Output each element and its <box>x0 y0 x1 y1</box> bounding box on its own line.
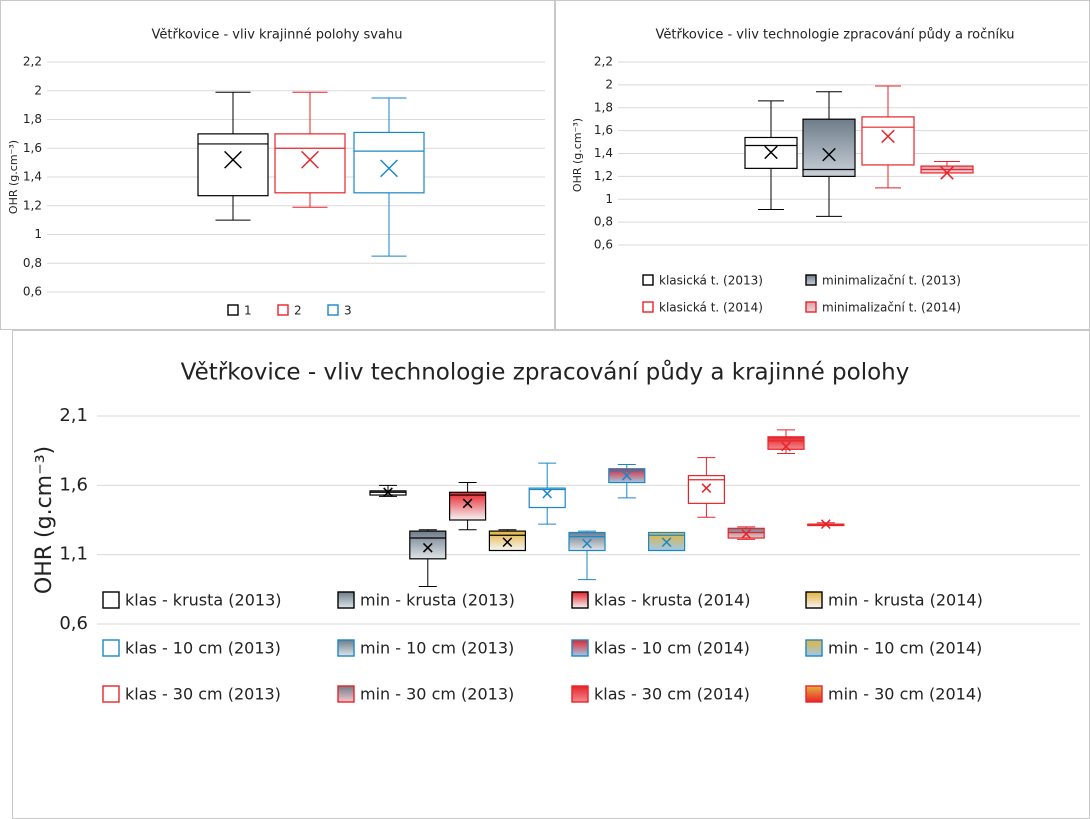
panel-frame <box>0 0 555 330</box>
y-tick-label: 1,4 <box>594 146 613 160</box>
box <box>409 530 447 560</box>
mean-marker <box>621 470 632 481</box>
legend-marker <box>571 685 589 703</box>
legend-label: klas - krusta (2013) <box>125 591 281 610</box>
y-tick-label: 0,8 <box>23 256 42 270</box>
y-tick-label: 2,2 <box>23 55 42 69</box>
legend-label: minimalizační t. (2014) <box>822 301 961 315</box>
chart-title: Větřkovice - vliv technologie zpracování… <box>656 28 1015 43</box>
legend-marker <box>327 304 339 316</box>
legend-label: 2 <box>294 304 302 318</box>
y-tick-label: 0,8 <box>594 215 613 229</box>
y-axis-label: OHR (g.cm⁻³) <box>571 118 584 192</box>
legend-label: klas - krusta (2014) <box>594 591 750 610</box>
legend-label: klasická t. (2013) <box>659 274 763 288</box>
legend-marker <box>571 591 589 609</box>
legend-label: klas - 10 cm (2014) <box>594 639 750 658</box>
y-tick-label: 2,1 <box>59 405 88 426</box>
legend-marker <box>102 591 120 609</box>
y-tick-label: 1 <box>605 192 613 206</box>
mean-marker <box>301 150 319 169</box>
legend-marker <box>337 685 355 703</box>
mean-marker <box>462 498 473 509</box>
y-tick-label: 0,6 <box>594 238 613 252</box>
legend-marker <box>805 301 817 313</box>
legend-marker <box>277 304 289 316</box>
legend-label: 3 <box>344 304 352 318</box>
mean-marker <box>224 150 242 169</box>
legend-marker <box>642 301 654 313</box>
mean-marker <box>822 147 836 162</box>
legend-marker <box>337 639 355 657</box>
mean-marker <box>383 487 393 498</box>
y-tick-label: 1,6 <box>594 123 613 137</box>
mean-marker <box>502 537 513 548</box>
y-axis-label: OHR (g.cm⁻³) <box>32 446 57 594</box>
mean-marker <box>940 166 954 180</box>
box <box>802 118 856 177</box>
mean-marker <box>781 441 791 452</box>
legend-label: min - krusta (2014) <box>828 591 983 610</box>
chart-title: Větřkovice - vliv technologie zpracování… <box>181 359 910 386</box>
y-tick-label: 1,6 <box>59 474 88 495</box>
mean-marker <box>701 483 712 493</box>
mean-marker <box>764 145 778 160</box>
box <box>861 116 915 166</box>
box <box>197 133 269 197</box>
box <box>353 131 425 194</box>
y-tick-label: 1,2 <box>594 169 613 183</box>
mean-marker <box>741 529 752 539</box>
mean-marker <box>542 488 553 499</box>
legend-label: min - 10 cm (2014) <box>828 639 982 658</box>
legend-label: minimalizační t. (2013) <box>822 274 961 288</box>
legend-marker <box>642 274 654 286</box>
box <box>568 531 606 552</box>
mean-marker <box>661 537 672 548</box>
legend-marker <box>102 685 120 703</box>
y-tick-label: 2,2 <box>594 55 613 69</box>
legend-marker <box>805 639 823 657</box>
mean-marker <box>582 538 592 549</box>
legend-label: min - 10 cm (2013) <box>360 639 514 658</box>
box <box>767 436 805 450</box>
legend-label: klas - 30 cm (2014) <box>594 685 750 704</box>
y-tick-label: 0,6 <box>59 613 88 634</box>
legend-label: min - 30 cm (2014) <box>828 685 982 704</box>
legend-label: min - 30 cm (2013) <box>360 685 514 704</box>
y-axis-label: OHR (g.cm⁻³) <box>7 140 20 214</box>
chart-title: Větřkovice - vliv krajinné polohy svahu <box>152 28 403 43</box>
y-tick-label: 1,6 <box>23 141 42 155</box>
mean-marker <box>380 159 398 178</box>
y-tick-label: 1,8 <box>23 112 42 126</box>
y-tick-label: 2 <box>34 83 42 97</box>
panel-frame <box>12 330 1090 819</box>
legend-label: klas - 10 cm (2013) <box>125 639 281 658</box>
legend-marker <box>571 639 589 657</box>
box <box>528 487 566 509</box>
box <box>488 530 526 552</box>
legend-marker <box>337 591 355 609</box>
legend-label: 1 <box>244 304 252 318</box>
legend-label: klasická t. (2014) <box>659 301 763 315</box>
y-tick-label: 2 <box>605 77 613 91</box>
y-tick-label: 1 <box>34 227 42 241</box>
legend-marker <box>805 274 817 286</box>
box <box>449 491 487 521</box>
legend-label: klas - 30 cm (2013) <box>125 685 281 704</box>
mean-marker <box>422 542 433 553</box>
y-tick-label: 0,6 <box>23 285 42 299</box>
y-tick-label: 1,1 <box>59 544 88 565</box>
legend-marker <box>805 685 823 703</box>
mean-marker <box>820 519 831 530</box>
mean-marker <box>881 129 895 144</box>
y-tick-label: 1,8 <box>594 100 613 114</box>
legend-marker <box>102 639 120 657</box>
legend-marker <box>227 304 239 316</box>
box <box>274 133 346 194</box>
legend-label: min - krusta (2013) <box>360 591 515 610</box>
y-tick-label: 1,4 <box>23 170 42 184</box>
legend-marker <box>805 591 823 609</box>
y-tick-label: 1,2 <box>23 198 42 212</box>
